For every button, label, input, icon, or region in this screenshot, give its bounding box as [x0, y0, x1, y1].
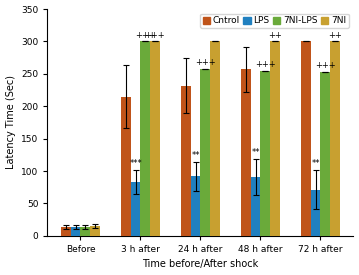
- Bar: [140, 42, 150, 236]
- Bar: [181, 86, 191, 236]
- Bar: [200, 69, 210, 236]
- Bar: [191, 176, 200, 236]
- Text: +++: +++: [135, 31, 155, 40]
- Bar: [330, 42, 340, 236]
- Text: +++: +++: [145, 31, 165, 40]
- Text: **: **: [191, 151, 200, 160]
- Bar: [90, 226, 100, 236]
- Bar: [210, 42, 220, 236]
- Bar: [320, 72, 330, 236]
- Legend: Cntrol, LPS, 7NI-LPS, 7NI: Cntrol, LPS, 7NI-LPS, 7NI: [200, 13, 349, 28]
- Text: ***: ***: [129, 160, 142, 169]
- Bar: [301, 42, 311, 236]
- Bar: [61, 227, 71, 236]
- Bar: [260, 71, 270, 236]
- Bar: [121, 97, 131, 236]
- Bar: [270, 42, 280, 236]
- Bar: [71, 227, 80, 236]
- Text: +++: +++: [315, 61, 335, 70]
- Bar: [150, 42, 160, 236]
- Bar: [251, 177, 260, 236]
- Text: ++: ++: [328, 31, 342, 40]
- Bar: [131, 182, 140, 236]
- Text: **: **: [311, 160, 320, 169]
- Bar: [241, 69, 251, 236]
- Text: ++: ++: [268, 31, 282, 40]
- Bar: [80, 227, 90, 236]
- X-axis label: Time before/After shock: Time before/After shock: [142, 259, 258, 270]
- Text: **: **: [251, 148, 260, 157]
- Bar: [311, 190, 320, 236]
- Text: +++: +++: [195, 58, 215, 67]
- Text: +++: +++: [255, 60, 275, 69]
- Y-axis label: Latency Time (Sec): Latency Time (Sec): [5, 75, 15, 169]
